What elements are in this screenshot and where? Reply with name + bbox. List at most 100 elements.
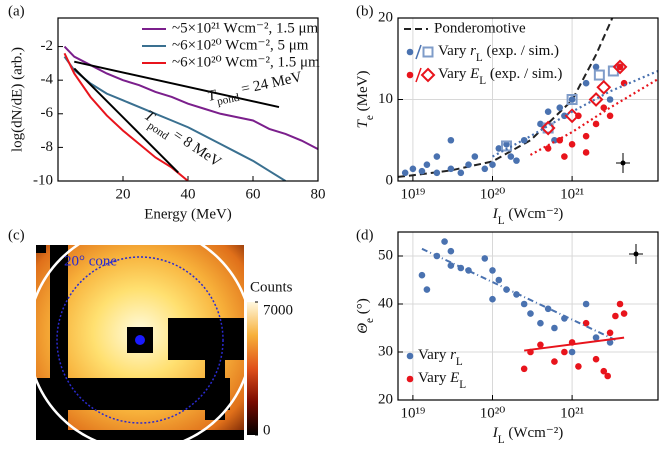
point <box>441 238 448 245</box>
point <box>489 267 496 274</box>
y-axis-label-tail: (°) <box>355 298 371 318</box>
y-tick-label: 20 <box>378 391 393 407</box>
y-axis-label: Te (MeV) <box>355 71 375 129</box>
series-line <box>65 57 286 181</box>
y-tick-label: 0 <box>386 172 394 188</box>
point <box>521 366 528 373</box>
x-tick-label: 20 <box>116 186 131 202</box>
point <box>419 168 426 175</box>
panel-label: (c) <box>8 227 25 243</box>
legend-label-sub: L <box>459 379 466 391</box>
annotation: Tpond = 24 MeV <box>206 70 305 110</box>
y-tick-label: -6 <box>41 105 54 121</box>
point <box>583 149 590 156</box>
point <box>569 96 576 103</box>
legend-marker <box>422 69 434 81</box>
point <box>419 272 426 279</box>
point <box>513 157 520 164</box>
legend-marker <box>407 49 414 56</box>
legend-label-main: E <box>449 370 459 386</box>
point <box>607 96 614 103</box>
point <box>595 71 604 80</box>
y-axis-label: log(dN/dE) (arb.) <box>9 47 25 152</box>
point <box>410 165 417 172</box>
point <box>551 325 558 332</box>
point <box>583 133 590 140</box>
x-tick-label: 10²¹ <box>560 405 584 421</box>
legend-label-pre: Vary <box>418 370 450 386</box>
annotation: Tpond = 8 MeV <box>139 108 224 174</box>
legend-label: ~5×10²¹ Wcm⁻², 1.5 μm <box>172 20 318 36</box>
point <box>545 145 552 152</box>
point <box>621 310 628 317</box>
y-axis-label-tail: (MeV) <box>355 71 371 116</box>
x-axis-label-tail: (Wcm⁻²) <box>505 206 564 222</box>
point <box>545 108 552 115</box>
point <box>593 334 600 341</box>
panel-label: (a) <box>8 3 25 19</box>
x-tick-label: 10²¹ <box>560 186 584 202</box>
point <box>583 301 590 308</box>
point <box>569 349 576 356</box>
annotation-tail: = 8 MeV <box>167 125 224 171</box>
point <box>609 66 618 75</box>
legend-label: Vary EL <box>418 370 466 390</box>
point <box>495 277 502 284</box>
x-tick-label: 10²⁰ <box>480 405 506 421</box>
y-axis-label-main: Θ <box>355 323 371 334</box>
point <box>424 286 431 293</box>
mask-block <box>36 430 244 440</box>
point <box>424 161 431 168</box>
point <box>434 170 441 177</box>
point <box>583 80 590 87</box>
point <box>617 301 624 308</box>
x-tick-label: 80 <box>311 186 326 202</box>
point <box>448 165 455 172</box>
legend-marker <box>407 376 414 383</box>
point <box>481 255 488 262</box>
point <box>556 104 563 111</box>
point <box>489 296 496 303</box>
x-axis-label-tail: (Wcm⁻²) <box>505 425 564 441</box>
annotation-tail: = 24 MeV <box>236 70 304 99</box>
point <box>458 170 465 177</box>
mask-block <box>36 378 230 410</box>
point <box>600 104 607 111</box>
point <box>551 358 558 365</box>
point <box>537 342 544 349</box>
y-tick-label: -4 <box>41 72 54 88</box>
y-tick-label: 50 <box>378 247 393 263</box>
legend-label-pre: Vary <box>438 43 470 59</box>
colorbar-tick-label: 7000 <box>263 302 293 318</box>
legend-marker <box>407 353 414 360</box>
point <box>561 349 568 356</box>
point <box>434 153 441 160</box>
y-tick-label: 20 <box>378 9 393 25</box>
point <box>612 313 619 320</box>
legend-label-main: E <box>469 66 479 82</box>
point <box>561 153 568 160</box>
cone-label: 20° cone <box>64 253 117 269</box>
point <box>598 81 610 93</box>
legend-marker <box>424 48 433 57</box>
x-tick-label: 10²⁰ <box>480 186 506 202</box>
point <box>448 248 455 255</box>
legend-label: ~6×10²⁰ Wcm⁻², 5 μm <box>172 37 309 53</box>
legend-marker <box>407 72 414 79</box>
mask-block <box>205 360 225 420</box>
legend-label: Vary EL (exp. / sim.) <box>438 66 562 86</box>
point <box>481 165 488 172</box>
point <box>604 373 611 380</box>
point <box>521 301 528 308</box>
legend-label-pre: Vary <box>418 347 450 363</box>
legend-label-pre: Vary <box>438 66 470 82</box>
legend-slash <box>416 45 421 59</box>
x-tick-label: 10¹⁹ <box>401 186 426 202</box>
colorbar-tick-label: 0 <box>263 422 271 438</box>
x-tick-label: 60 <box>246 186 261 202</box>
y-tick-label: 10 <box>378 91 393 107</box>
figure: (a)20406080-2-4-6-8-10Energy (MeV)log(dN… <box>0 0 666 458</box>
colorbar-label: Counts <box>250 279 293 295</box>
point <box>569 141 576 148</box>
y-axis-label: Θe (°) <box>355 298 375 334</box>
